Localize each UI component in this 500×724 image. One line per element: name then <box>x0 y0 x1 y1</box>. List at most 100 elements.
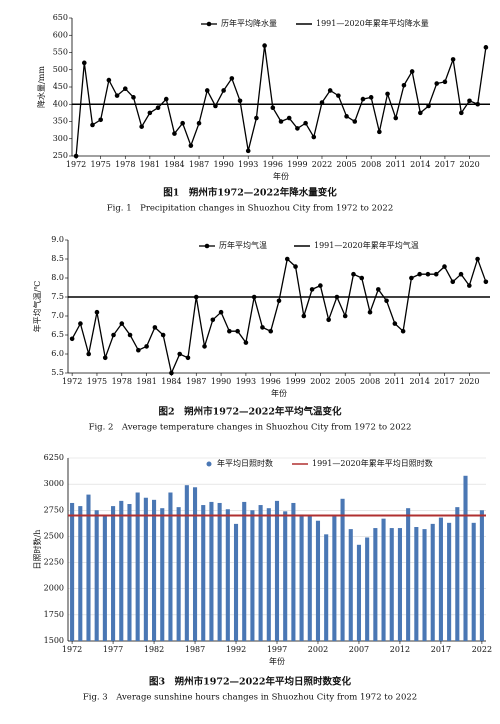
figure-title: 图3 朔州市1972—2022年平均日照时数变化 <box>149 676 351 688</box>
data-point <box>131 95 136 100</box>
y-tick-label: 1500 <box>44 636 64 645</box>
data-point <box>352 119 358 124</box>
data-line <box>75 45 487 157</box>
bar <box>479 510 484 641</box>
data-point <box>276 298 282 304</box>
bar <box>119 500 124 641</box>
x-tick-label: 2011 <box>385 377 405 386</box>
bar <box>225 509 230 641</box>
x-tick-label: 1975 <box>87 377 107 386</box>
x-tick-label: 2014 <box>410 160 430 169</box>
y-tick-label: 7.0 <box>51 311 64 320</box>
data-point <box>260 325 265 330</box>
y-tick-label: 550 <box>53 48 68 57</box>
bar <box>135 492 140 641</box>
x-tick-label: 2017 <box>431 645 451 654</box>
data-point <box>188 143 194 148</box>
data-point <box>152 325 158 330</box>
bar <box>283 511 288 641</box>
data-point <box>483 279 489 285</box>
data-point <box>475 256 480 262</box>
figure-subtitle: Fig. 1 Precipitation changes in Shuozhou… <box>107 204 394 214</box>
bar <box>78 506 83 641</box>
data-point <box>210 317 216 323</box>
legend-label: 年平均日照时数 <box>217 458 273 468</box>
bar <box>111 506 116 641</box>
data-point <box>221 88 226 93</box>
x-tick-label: 1987 <box>185 645 205 654</box>
data-point <box>204 88 210 93</box>
data-point <box>433 271 439 277</box>
bar <box>127 504 132 641</box>
x-tick-label: 1977 <box>103 645 123 654</box>
data-point <box>177 351 183 357</box>
bar <box>447 522 452 641</box>
data-point <box>180 120 185 126</box>
bar <box>192 487 198 641</box>
x-tick-label: 2007 <box>349 645 369 654</box>
x-tick-label: 1992 <box>226 645 246 654</box>
bar <box>94 510 99 641</box>
y-tick-label: 5.5 <box>51 368 64 377</box>
data-point <box>483 45 489 50</box>
bar <box>266 508 271 641</box>
data-point <box>467 98 472 104</box>
y-axis-label: 年平均气温/℃ <box>32 281 42 333</box>
bar <box>365 537 370 641</box>
data-point <box>367 309 373 315</box>
data-point <box>295 126 300 131</box>
bar <box>463 475 468 641</box>
data-point <box>318 283 323 288</box>
bar <box>471 522 476 641</box>
data-point <box>169 370 174 376</box>
x-tick-label: 2008 <box>360 377 380 386</box>
data-point <box>336 93 341 98</box>
y-tick-label: 6250 <box>44 453 64 462</box>
data-point <box>202 344 207 349</box>
bar <box>397 528 402 641</box>
data-point <box>237 98 243 104</box>
x-tick-label: 2017 <box>434 377 454 386</box>
x-tick-label: 1993 <box>238 160 258 169</box>
data-point <box>136 347 141 353</box>
x-tick-label: 1972 <box>62 377 82 386</box>
data-point <box>327 88 333 93</box>
y-tick-label: 7.5 <box>51 292 64 301</box>
figure-title: 图2 朔州市1972—2022年平均气温变化 <box>159 406 342 418</box>
x-tick-label: 1972 <box>66 160 86 169</box>
data-point <box>139 124 144 129</box>
legend-label: 历年平均降水量 <box>221 18 277 28</box>
data-point <box>385 91 390 97</box>
data-point <box>401 82 407 88</box>
data-point <box>98 117 103 123</box>
data-point <box>127 332 133 338</box>
data-point <box>286 115 292 121</box>
x-tick-label: 2020 <box>459 377 479 386</box>
data-point <box>147 110 153 116</box>
data-point <box>73 153 79 159</box>
bar <box>70 502 75 641</box>
y-tick-label: 2250 <box>44 558 64 567</box>
data-point <box>301 313 307 319</box>
data-point <box>368 95 374 100</box>
bar <box>422 529 427 641</box>
data-point <box>384 298 389 304</box>
figure-title: 图1 朔州市1972—2022年降水量变化 <box>163 187 337 199</box>
bar <box>389 528 394 641</box>
x-tick-label: 2014 <box>409 377 429 386</box>
data-point <box>375 287 381 292</box>
x-tick-label: 1981 <box>136 377 156 386</box>
bar <box>414 527 419 641</box>
x-tick-label: 2020 <box>459 160 479 169</box>
x-tick-label: 1982 <box>144 645 164 654</box>
y-tick-label: 2500 <box>44 531 64 540</box>
data-point <box>106 77 112 83</box>
x-tick-label: 1984 <box>164 160 184 169</box>
x-tick-label: 2022 <box>472 645 492 654</box>
data-point <box>409 275 414 281</box>
x-tick-label: 1999 <box>287 160 307 169</box>
x-tick-label: 1975 <box>91 160 111 169</box>
data-point <box>409 69 415 74</box>
data-point <box>467 283 472 288</box>
